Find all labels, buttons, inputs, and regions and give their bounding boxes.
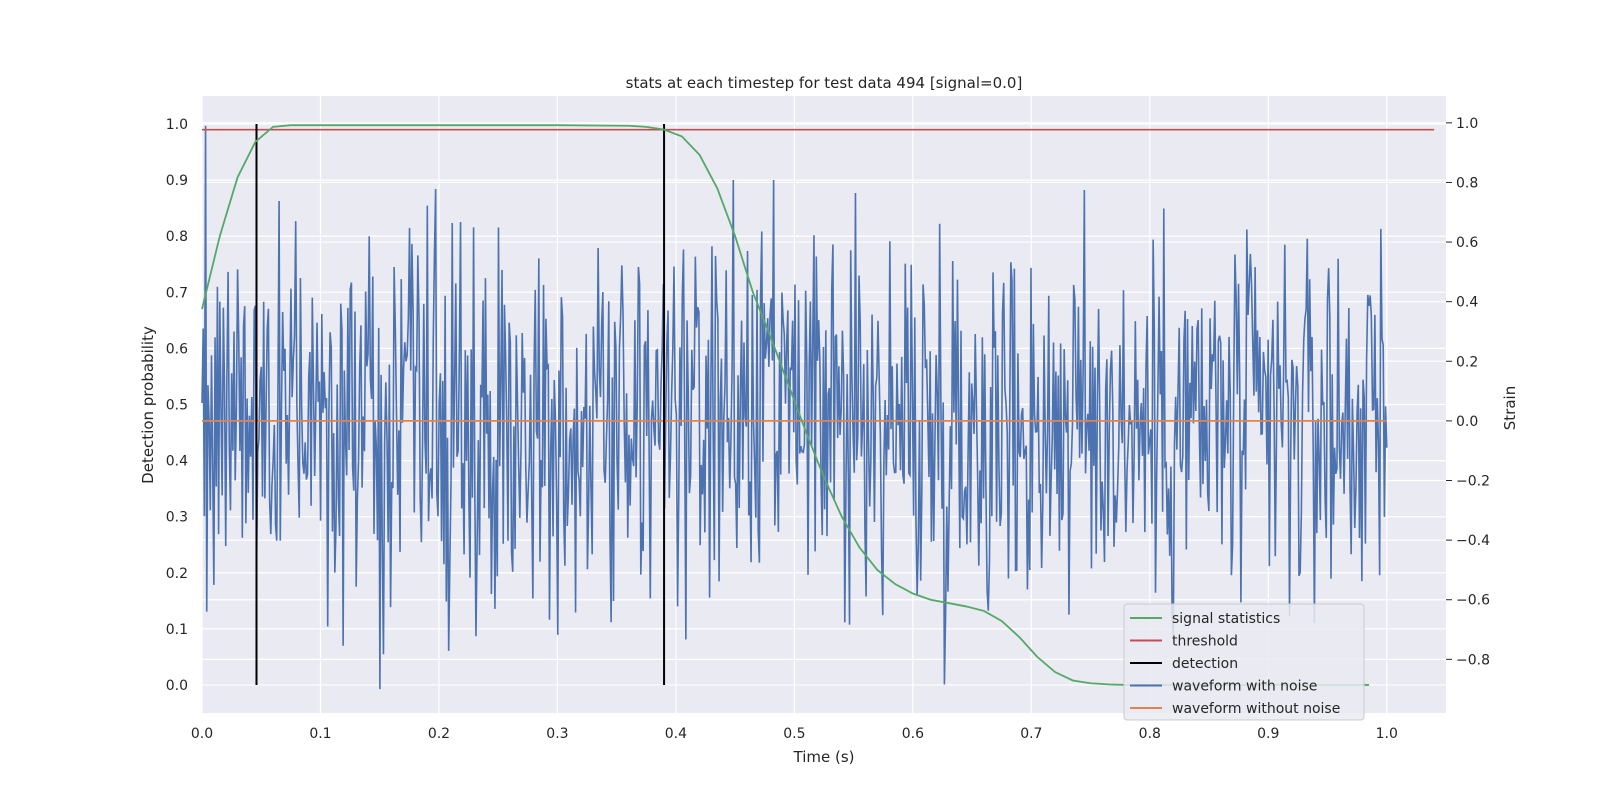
- x-tick-label: 0.9: [1257, 726, 1279, 742]
- y-left-tick-label: 1.0: [166, 117, 188, 133]
- y-left-tick-label: 0.8: [166, 229, 188, 245]
- y-right-tick-label: 0.4: [1456, 295, 1478, 311]
- y-right-tick-label: −0.8: [1456, 652, 1490, 668]
- x-tick-label: 0.0: [191, 726, 213, 742]
- y-right-tick-label: −0.6: [1456, 593, 1490, 609]
- y-right-tick-label: 0.2: [1456, 354, 1478, 370]
- x-tick-label: 0.5: [783, 726, 805, 742]
- x-tick-label: 0.7: [1020, 726, 1042, 742]
- x-tick-label: 1.0: [1376, 726, 1398, 742]
- chart-title: stats at each timestep for test data 494…: [626, 74, 1023, 92]
- x-tick-label: 0.3: [546, 726, 568, 742]
- y-right-tick-label: 0.0: [1456, 414, 1478, 430]
- legend-entry: detection: [1172, 656, 1238, 672]
- y-axis-label-right: Strain: [1501, 386, 1519, 430]
- y-left-tick-label: 0.4: [166, 454, 188, 470]
- y-right-tick-label: 0.6: [1456, 235, 1478, 251]
- ticks-layer: 0.0 0.1 0.2 0.3 0.4 0.5 0.6 0.7 0.8 0.9 1.0 0.0 0.1 0…: [166, 116, 1490, 742]
- y-left-tick-label: 0.9: [166, 173, 188, 189]
- x-tick-label: 0.1: [309, 726, 331, 742]
- x-tick-label: 0.2: [428, 726, 450, 742]
- y-right-tick-label: 1.0: [1456, 116, 1478, 132]
- y-left-tick-label: 0.1: [166, 622, 188, 638]
- x-tick-label: 0.6: [902, 726, 924, 742]
- legend-entry: signal statistics: [1172, 611, 1280, 627]
- legend: signal statistics threshold detection wavef…: [1123, 603, 1365, 721]
- x-tick-label: 0.8: [1139, 726, 1161, 742]
- y-axis-label-left: Detection probability: [139, 326, 157, 484]
- legend-entry: waveform without noise: [1172, 701, 1340, 717]
- legend-entry: waveform with noise: [1172, 679, 1317, 695]
- series-layer: [201, 124, 1435, 690]
- y-left-tick-label: 0.3: [166, 510, 188, 526]
- legend-entry: threshold: [1172, 634, 1238, 650]
- series-waveform-with-noise: [201, 125, 1388, 690]
- y-left-tick-label: 0.7: [166, 285, 188, 301]
- y-right-tick-label: −0.2: [1456, 474, 1490, 490]
- series-signal-statistics: [201, 124, 1369, 686]
- y-left-tick-label: 0.6: [166, 341, 188, 357]
- legend-frame: [1123, 603, 1365, 721]
- y-right-tick-label: 0.8: [1456, 175, 1478, 191]
- y-right-tick-label: −0.4: [1456, 533, 1490, 549]
- x-tick-label: 0.4: [665, 726, 687, 742]
- y-left-tick-label: 0.0: [166, 678, 188, 694]
- y-left-tick-label: 0.2: [166, 566, 188, 582]
- x-axis-label: Time (s): [793, 748, 855, 766]
- y-left-tick-label: 0.5: [166, 398, 188, 414]
